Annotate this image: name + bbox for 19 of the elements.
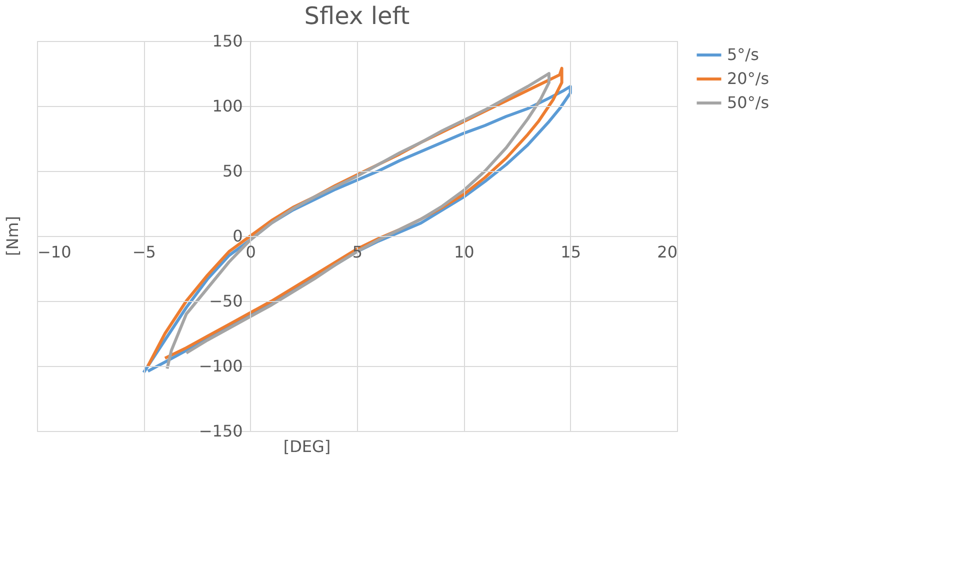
- legend-label: 50°/s: [727, 93, 770, 112]
- y-tick-label: 100: [212, 96, 243, 116]
- x-tick-label: 10: [454, 242, 474, 262]
- y-tick-label: 0: [232, 226, 243, 246]
- legend-label: 20°/s: [727, 69, 770, 88]
- y-tick-label: 150: [212, 32, 243, 50]
- y-axis-title: [Nm]: [3, 216, 22, 256]
- y-tick-label: −50: [209, 292, 243, 310]
- legend-label: 5°/s: [727, 45, 759, 64]
- x-tick-label: 0: [246, 242, 256, 262]
- x-tick-label: 20: [657, 242, 678, 262]
- y-tick-label: −100: [198, 356, 243, 376]
- x-tick-label: −5: [132, 242, 156, 262]
- y-tick-label: −150: [198, 422, 243, 440]
- y-tick-label: 50: [222, 162, 243, 180]
- x-axis-title: [DEG]: [283, 437, 331, 456]
- x-tick-label: −10: [38, 242, 72, 262]
- x-tick-label: 15: [560, 242, 582, 262]
- chart-title: Sflex left: [304, 2, 410, 30]
